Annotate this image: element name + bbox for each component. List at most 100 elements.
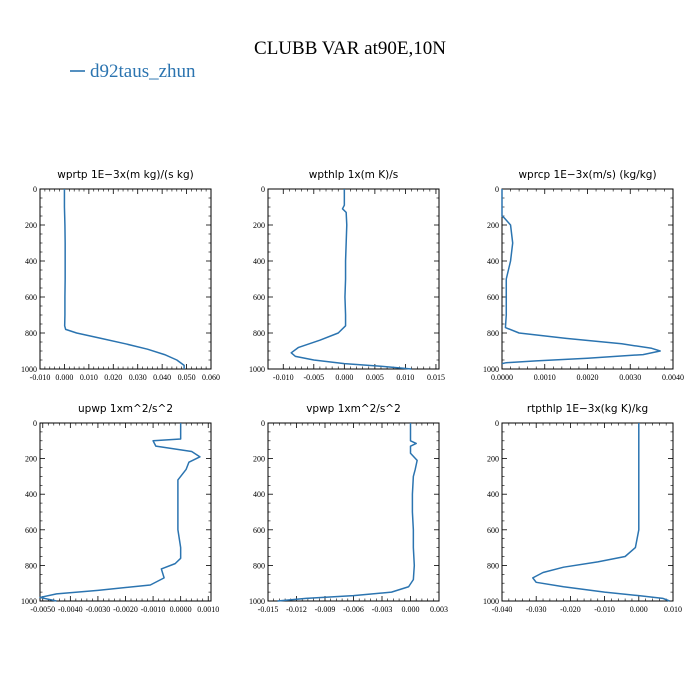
y-tick-label: 600 bbox=[253, 526, 265, 535]
panel-title: wprtp 1E−3x(m kg)/(s kg) bbox=[57, 169, 194, 181]
y-tick-label: 600 bbox=[487, 526, 499, 535]
series-line bbox=[39, 423, 201, 602]
y-tick-label: 0 bbox=[261, 419, 265, 428]
x-tick-label: 0.005 bbox=[366, 373, 384, 382]
panel-title: upwp 1xm^2/s^2 bbox=[78, 403, 173, 415]
chart-panel-4: upwp 1xm^2/s^2-0.0050 -0.0040 -0.0030 -0.00… bbox=[21, 403, 219, 614]
plot-frame bbox=[39, 422, 212, 602]
x-tick-label: 0.003 bbox=[430, 605, 448, 614]
x-tick-label: -0.012 bbox=[286, 605, 307, 614]
legend-label: d92taus_zhun bbox=[90, 61, 196, 82]
x-tick-label: -0.005 bbox=[303, 373, 324, 382]
y-tick-label: 600 bbox=[25, 526, 37, 535]
plot-frame bbox=[501, 422, 674, 602]
y-tick-label: 0 bbox=[33, 419, 37, 428]
x-tick-label: 0.000 bbox=[335, 373, 353, 382]
x-tick-label: 0.000 bbox=[630, 605, 648, 614]
series-line bbox=[277, 423, 418, 602]
y-tick-label: 400 bbox=[487, 257, 499, 266]
chart-panel-6: rtpthlp 1E−3x(kg K)/kg -0.040 -0.030 -0.020… bbox=[483, 403, 682, 614]
y-tick-label: 800 bbox=[25, 329, 37, 338]
x-tick-label: -0.006 bbox=[343, 605, 364, 614]
x-tick-label: 0.030 bbox=[129, 373, 147, 382]
x-tick-label: 0.0010 bbox=[534, 373, 556, 382]
x-tick-label: 0.010 bbox=[396, 373, 414, 382]
y-tick-label: 800 bbox=[253, 329, 265, 338]
y-tick-label: 1000 bbox=[483, 365, 499, 374]
x-tick-label: -0.0030 bbox=[86, 605, 111, 614]
y-tick-label: 0 bbox=[261, 185, 265, 194]
y-tick-label: 200 bbox=[253, 455, 265, 464]
series-line bbox=[290, 189, 412, 370]
series-line bbox=[501, 189, 661, 365]
y-tick-label: 600 bbox=[253, 293, 265, 302]
x-tick-label: 0.0020 bbox=[577, 373, 599, 382]
x-tick-label: 0.0000 bbox=[491, 373, 513, 382]
x-tick-label: 0.050 bbox=[178, 373, 196, 382]
y-tick-label: 400 bbox=[25, 490, 37, 499]
panel-title: vpwp 1xm^2/s^2 bbox=[306, 403, 401, 415]
y-tick-label: 1000 bbox=[249, 597, 265, 606]
y-tick-label: 1000 bbox=[249, 365, 265, 374]
x-tick-label: 0.010 bbox=[80, 373, 98, 382]
y-tick-label: 0 bbox=[33, 185, 37, 194]
chart-panel-3: wprcp 1E−3x(m/s) (kg/kg) 0.0000 0.0010 0.00… bbox=[483, 169, 684, 382]
x-tick-label: 0.0030 bbox=[619, 373, 641, 382]
y-tick-label: 600 bbox=[487, 293, 499, 302]
x-tick-label: -0.0020 bbox=[113, 605, 138, 614]
y-tick-label: 400 bbox=[487, 490, 499, 499]
panel-title: wpthlp 1x(m K)/s bbox=[309, 169, 399, 181]
x-tick-label: 0.040 bbox=[153, 373, 171, 382]
y-tick-label: 400 bbox=[253, 490, 265, 499]
y-tick-label: 200 bbox=[487, 455, 499, 464]
x-tick-label: -0.003 bbox=[372, 605, 393, 614]
series-line bbox=[532, 423, 670, 602]
x-tick-label: 0.0040 bbox=[662, 373, 684, 382]
chart-panel-1: wprtp 1E−3x(m kg)/(s kg) -0.010 0.000 0.010… bbox=[21, 169, 220, 382]
panel-title: wprcp 1E−3x(m/s) (kg/kg) bbox=[518, 169, 656, 181]
x-tick-label: 0.060 bbox=[202, 373, 220, 382]
series-line bbox=[63, 189, 185, 369]
chart-panel-2: wpthlp 1x(m K)/s -0.010 -0.005 0.000 0.005 0.… bbox=[249, 169, 445, 382]
y-tick-label: 800 bbox=[487, 561, 499, 570]
y-tick-label: 200 bbox=[253, 221, 265, 230]
x-tick-label: 0.000 bbox=[55, 373, 73, 382]
plot-frame bbox=[267, 188, 440, 370]
y-tick-label: 800 bbox=[25, 561, 37, 570]
x-tick-label: -0.0050 bbox=[30, 605, 55, 614]
y-tick-label: 800 bbox=[487, 329, 499, 338]
y-tick-label: 0 bbox=[495, 185, 499, 194]
y-tick-label: 0 bbox=[495, 419, 499, 428]
y-tick-label: 200 bbox=[25, 455, 37, 464]
panel-title: rtpthlp 1E−3x(kg K)/kg bbox=[527, 403, 648, 415]
figure-title: CLUBB VAR at90E,10N bbox=[254, 38, 446, 59]
y-tick-label: 1000 bbox=[21, 597, 37, 606]
x-tick-label: -0.015 bbox=[258, 605, 279, 614]
x-tick-label: -0.010 bbox=[273, 373, 294, 382]
y-tick-label: 800 bbox=[253, 561, 265, 570]
y-tick-label: 400 bbox=[25, 257, 37, 266]
chart-panel-5: vpwp 1xm^2/s^2 -0.015 -0.012 -0.009 -0.006 -0… bbox=[249, 403, 448, 614]
y-tick-label: 200 bbox=[487, 221, 499, 230]
x-tick-label: -0.030 bbox=[526, 605, 547, 614]
y-tick-label: 400 bbox=[253, 257, 265, 266]
x-tick-label: 0.010 bbox=[664, 605, 682, 614]
y-tick-label: 1000 bbox=[483, 597, 499, 606]
x-tick-label: 0.0010 bbox=[197, 605, 219, 614]
plot-frame bbox=[501, 188, 674, 370]
x-tick-label: -0.040 bbox=[492, 605, 513, 614]
x-tick-label: 0.000 bbox=[402, 605, 420, 614]
y-tick-label: 200 bbox=[25, 221, 37, 230]
y-tick-label: 600 bbox=[25, 293, 37, 302]
x-tick-label: 0.015 bbox=[427, 373, 445, 382]
x-tick-label: -0.0040 bbox=[58, 605, 83, 614]
x-tick-label: 0.0000 bbox=[170, 605, 192, 614]
x-tick-label: -0.009 bbox=[315, 605, 336, 614]
x-tick-label: 0.020 bbox=[104, 373, 122, 382]
chart-panels: wprtp 1E−3x(m kg)/(s kg) -0.010 0.000 0.010… bbox=[21, 169, 684, 614]
y-tick-label: 1000 bbox=[21, 365, 37, 374]
x-tick-label: -0.010 bbox=[594, 605, 615, 614]
x-tick-label: -0.0010 bbox=[141, 605, 166, 614]
x-tick-label: -0.010 bbox=[30, 373, 51, 382]
